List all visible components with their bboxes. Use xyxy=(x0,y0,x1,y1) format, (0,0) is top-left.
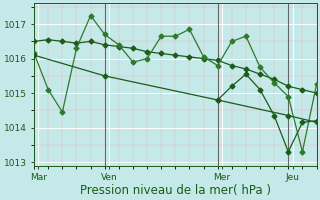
X-axis label: Pression niveau de la mer( hPa ): Pression niveau de la mer( hPa ) xyxy=(80,184,271,197)
